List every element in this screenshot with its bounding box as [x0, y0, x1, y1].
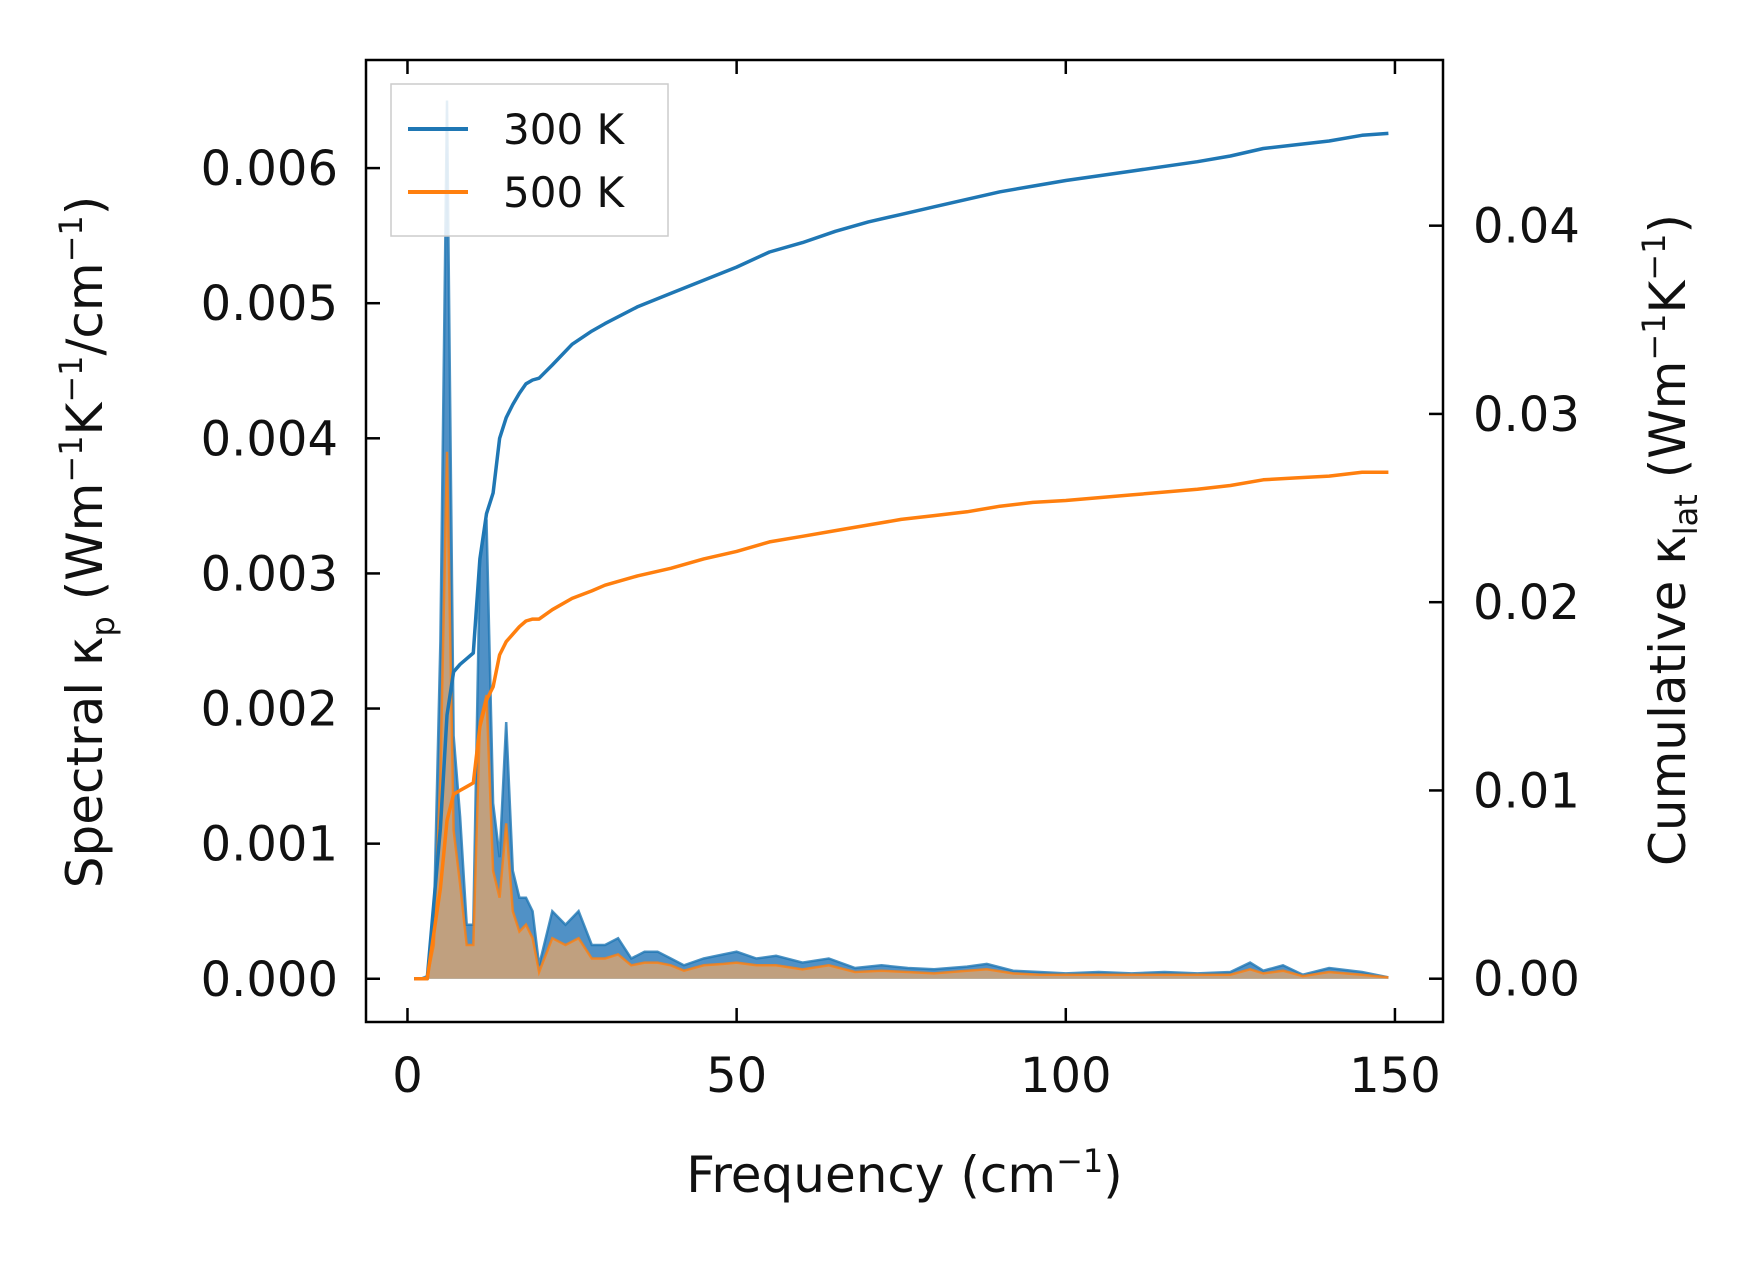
y-right-tick-label-2: 0.02: [1473, 575, 1580, 631]
y-left-tick-label-0: 0.000: [201, 952, 338, 1008]
x-tick-label-100: 100: [1020, 1048, 1112, 1104]
y-right-tick-label-1: 0.01: [1473, 763, 1580, 819]
y-left-axis-label: Spectral κp (Wm−1K−1/cm−1): [52, 196, 122, 889]
cumulative-line-500-k: [414, 470, 1389, 981]
y-left-tick-label-1: 0.001: [201, 817, 338, 873]
y-right-tick-label-3: 0.03: [1473, 387, 1580, 443]
plot-frame: [364, 58, 1445, 1024]
y-right-tick-label-0: 0.00: [1473, 952, 1580, 1008]
y-left-tick-label-5: 0.005: [201, 276, 338, 332]
y-left-tick-label-2: 0.002: [201, 682, 338, 738]
spectral-line-500-k: [414, 451, 1389, 981]
plot-area: [414, 100, 1389, 981]
axes: 0 50 100 1500.0000.0010.0020.0030.0040.0050…: [52, 58, 1705, 1204]
legend-box: [390, 83, 669, 237]
y-right-tick-label-4: 0.04: [1473, 199, 1580, 255]
legend-label-500-k: 500 K: [503, 168, 626, 217]
y-left-tick-label-6: 0.006: [201, 141, 338, 197]
spectral-area-500-k: [414, 451, 1389, 979]
x-tick-label-50: 50: [706, 1048, 767, 1104]
y-left-tick-label-4: 0.004: [201, 411, 338, 467]
y-right-axis-label: Cumulative κlat (Wm−1K−1): [1635, 214, 1705, 866]
legend-label-300-k: 300 K: [503, 105, 626, 154]
spectral-line-300-k: [414, 100, 1389, 981]
y-left-tick-label-3: 0.003: [201, 546, 338, 602]
x-tick-label-150: 150: [1349, 1048, 1441, 1104]
x-axis-label: Frequency (cm−1): [686, 1142, 1123, 1204]
x-tick-label-0: 0: [392, 1048, 423, 1104]
legend: 300 K 500 K: [390, 83, 669, 237]
cumulative-line-300-k: [414, 131, 1389, 981]
